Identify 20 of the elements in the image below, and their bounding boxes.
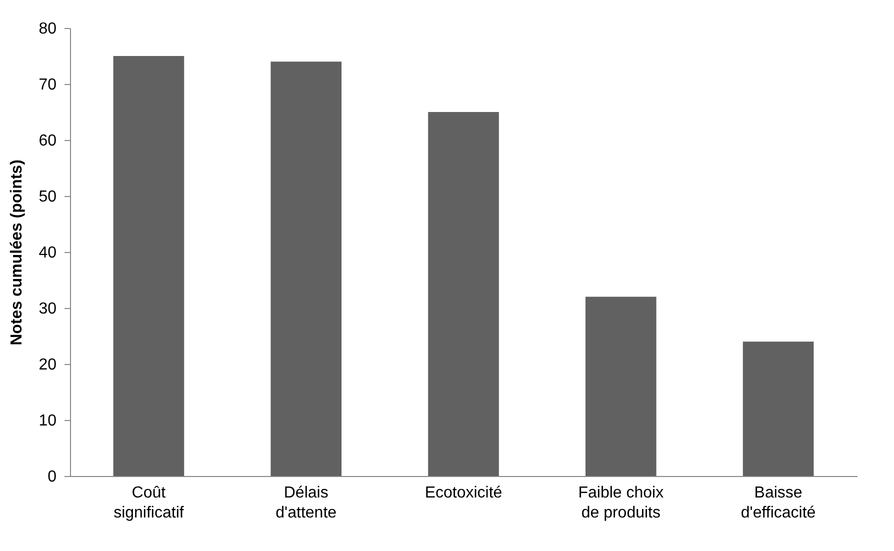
- x-tick-label: Ecotoxicité: [424, 484, 502, 502]
- y-tick-label: 40: [38, 244, 57, 262]
- bar: [742, 342, 814, 476]
- x-tick-label: Délais d'attente: [276, 484, 337, 522]
- y-tick-label: 70: [38, 76, 57, 94]
- y-tick-label: 60: [38, 132, 57, 150]
- y-tick-label: 20: [38, 356, 57, 374]
- bar: [428, 112, 499, 476]
- bar: [585, 296, 656, 476]
- y-tick-label: 10: [38, 412, 57, 430]
- bar: [113, 56, 184, 476]
- y-tick-label: 80: [38, 20, 57, 38]
- x-tick-label: Coût significatif: [114, 484, 184, 522]
- y-tick-label: 0: [48, 468, 57, 486]
- y-tick-label: 30: [38, 300, 57, 318]
- x-tick-label: Faible choix de produits: [578, 484, 664, 522]
- y-tick-label: 50: [38, 188, 57, 206]
- bar: [270, 62, 342, 476]
- x-tick-label: Baisse d'efficacité: [740, 484, 816, 522]
- y-axis-title: Notes cumulées (points): [8, 160, 26, 346]
